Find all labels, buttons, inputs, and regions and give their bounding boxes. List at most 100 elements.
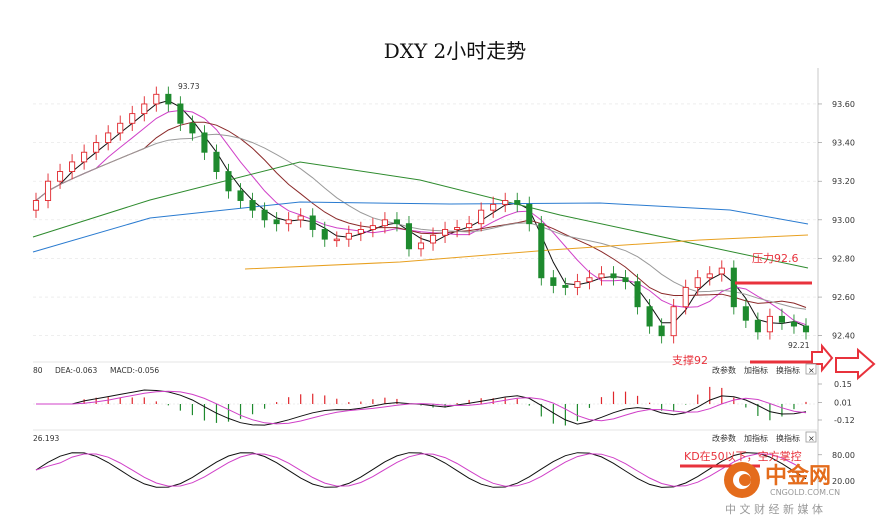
price-tick-label: 93.60 [832, 100, 855, 109]
candle-body [81, 151, 88, 163]
candle [417, 235, 425, 257]
candle-body [93, 142, 100, 153]
candle [405, 215, 413, 257]
candle [177, 96, 184, 131]
macd-buttons[interactable]: 改参数 加指标 换指标 [712, 365, 800, 375]
svg-text:×: × [808, 434, 815, 443]
candle [790, 314, 798, 334]
macd-btn-params[interactable]: 改参数 [712, 365, 736, 375]
candle-body [694, 277, 701, 288]
ma-long-line [32, 201, 809, 253]
candle [622, 270, 629, 290]
macd-tick-label: 0.01 [834, 399, 852, 408]
macd-btn-switch[interactable]: 换指标 [776, 365, 800, 375]
svg-text:×: × [808, 366, 815, 375]
candle-body [478, 209, 485, 225]
candle [285, 212, 292, 232]
candle [201, 125, 208, 160]
candles [32, 86, 810, 344]
watermark-brand: 中金网 [765, 463, 831, 489]
candle [261, 202, 268, 228]
macd-close-icon[interactable]: × [805, 363, 817, 375]
kd-header: 26.193 [33, 434, 59, 443]
watermark-subtitle: 中 文 财 经 新 媒 体 [725, 502, 823, 516]
candle-body [658, 325, 665, 337]
candle-body [526, 203, 533, 225]
candle [694, 270, 701, 296]
kd-btn-add[interactable]: 加指标 [744, 433, 768, 443]
candle-body [766, 315, 773, 333]
candle [93, 134, 100, 160]
arrow-icon-2 [835, 347, 876, 381]
candle [574, 273, 581, 296]
candle-body [586, 277, 593, 283]
kd-panel: 80.00 20.00 [35, 451, 855, 488]
high-label: 93.73 [178, 82, 200, 91]
candle [610, 266, 617, 286]
kd-close-icon[interactable]: × [805, 431, 817, 443]
kd-buttons[interactable]: 改参数 加指标 换指标 [712, 433, 800, 443]
macd-header-prefix: 80 [33, 366, 43, 375]
resistance-label: 压力92.6 [752, 252, 799, 265]
candle [273, 212, 280, 232]
candle [165, 86, 172, 112]
candle [550, 270, 557, 294]
candle-body [105, 132, 112, 144]
candle [393, 212, 400, 232]
candle-body [381, 219, 388, 227]
candle [742, 299, 749, 328]
candle [381, 212, 388, 234]
candle [189, 115, 196, 141]
macd-btn-add[interactable]: 加指标 [744, 365, 768, 375]
kd-tick-label: 20.00 [832, 477, 855, 486]
macd-tick-label: 0.15 [834, 380, 852, 389]
candle-body [682, 286, 689, 308]
candle [309, 208, 316, 238]
candle [526, 196, 533, 232]
candle-body [225, 171, 232, 192]
candle-body [790, 321, 798, 327]
candle [442, 221, 449, 243]
candle-body [201, 132, 208, 153]
candle [502, 192, 509, 213]
candle-body [538, 223, 545, 279]
candle [357, 221, 364, 242]
candle-body [393, 219, 400, 225]
candle-body [429, 234, 437, 244]
candle-body [44, 180, 52, 201]
kd-tick-label: 80.00 [832, 451, 855, 460]
moving-averages [32, 100, 809, 328]
candle [778, 308, 785, 330]
macd-tick-label: -0.12 [834, 416, 855, 425]
candle-body [634, 281, 641, 308]
ma-long-line [32, 161, 809, 269]
candle [598, 266, 605, 286]
candle-body [718, 267, 725, 275]
price-tick-label: 92.40 [832, 332, 855, 341]
candle-body [502, 200, 509, 205]
candle [466, 215, 473, 236]
chart-title: DXY 2小时走势 [384, 39, 527, 63]
candle-body [249, 200, 256, 211]
candle-body [490, 203, 497, 211]
price-tick-label: 93.40 [832, 139, 855, 148]
candle-body [177, 103, 184, 124]
kd-btn-params[interactable]: 改参数 [712, 433, 736, 443]
candle-body [153, 93, 160, 105]
candle [81, 144, 88, 170]
candle [490, 196, 497, 218]
candle-body [117, 122, 124, 134]
candle-body [646, 306, 653, 327]
kd-btn-switch[interactable]: 换指标 [776, 433, 800, 443]
watermark: 中金网 CNGOLD.COM.CN 中 文 财 经 新 媒 体 [724, 462, 840, 516]
candle [706, 266, 713, 286]
candle [105, 125, 112, 151]
candle-body [321, 229, 328, 240]
kd-note: KD在50以下，空方掌控 [684, 449, 802, 463]
candle-body [754, 319, 761, 333]
candle-body [333, 238, 340, 242]
low-label: 92.21 [788, 341, 810, 350]
ma-long-line [244, 234, 809, 270]
candle-body [405, 223, 413, 250]
candle [682, 279, 689, 315]
